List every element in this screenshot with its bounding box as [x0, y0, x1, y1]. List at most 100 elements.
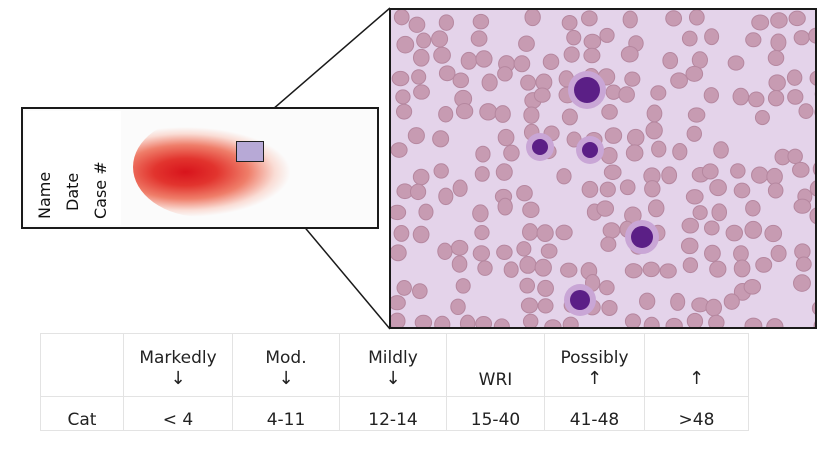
- red-blood-cell: [503, 261, 519, 278]
- red-blood-cell: [516, 184, 533, 202]
- red-blood-cell: [795, 256, 812, 272]
- red-blood-cell: [556, 168, 572, 185]
- header-cell: [40, 333, 124, 397]
- red-blood-cell: [411, 69, 427, 85]
- red-blood-cell: [686, 312, 704, 327]
- red-blood-cell: [451, 255, 468, 273]
- red-blood-cell: [681, 217, 699, 234]
- header-row: Markedly ↓ Mod. ↓ Mildly ↓ WRI Possibly ↑ ↑: [40, 333, 749, 397]
- red-blood-cell: [391, 142, 408, 158]
- red-blood-cell: [391, 295, 406, 311]
- red-blood-cell: [625, 144, 644, 162]
- red-blood-cell: [751, 14, 770, 31]
- red-blood-cell: [391, 204, 407, 221]
- red-blood-cell: [523, 106, 540, 124]
- header-cell: Mildly ↓: [339, 333, 447, 397]
- red-blood-cell: [566, 29, 582, 46]
- red-blood-cell: [672, 142, 688, 161]
- red-blood-cell: [396, 35, 415, 54]
- red-blood-cell: [811, 302, 815, 315]
- red-blood-cell: [643, 316, 660, 327]
- down-arrow-icon: ↓: [170, 368, 186, 389]
- up-arrow-icon: ↑: [688, 368, 705, 389]
- header-text: Mildly: [368, 348, 418, 368]
- red-blood-cell: [620, 45, 639, 63]
- red-blood-cell: [812, 163, 815, 175]
- red-blood-cell: [766, 167, 783, 186]
- red-blood-cell: [495, 163, 513, 181]
- red-blood-cell: [470, 30, 488, 47]
- red-blood-cell: [793, 30, 810, 46]
- red-blood-cell: [680, 237, 699, 255]
- red-blood-cell: [438, 187, 454, 206]
- red-blood-cell: [516, 241, 532, 257]
- red-blood-cell: [709, 179, 727, 197]
- red-blood-cell: [396, 280, 412, 296]
- red-blood-cell: [816, 141, 817, 157]
- red-blood-cell: [416, 32, 432, 49]
- header-cell: WRI: [446, 333, 545, 397]
- red-blood-cell: [472, 245, 491, 262]
- red-blood-cell: [438, 105, 454, 123]
- red-blood-cell: [522, 201, 540, 219]
- red-blood-cell: [691, 51, 708, 69]
- red-blood-cell: [555, 224, 573, 241]
- value-cell: < 4: [123, 396, 233, 431]
- header-text: Possibly: [560, 348, 629, 368]
- value-row: Cat < 4 4-11 12-14 15-40 41-48 >48: [40, 396, 749, 431]
- red-blood-cell: [391, 70, 410, 87]
- red-blood-cell: [393, 10, 410, 26]
- red-blood-cell: [581, 180, 599, 198]
- red-blood-cell: [808, 27, 815, 44]
- red-blood-cell: [475, 145, 491, 163]
- red-blood-cell: [438, 65, 456, 82]
- red-blood-cell: [624, 313, 642, 327]
- red-blood-cell: [602, 222, 621, 239]
- red-blood-cell: [604, 127, 623, 144]
- red-blood-cell: [770, 12, 788, 29]
- red-blood-cell: [518, 35, 535, 52]
- red-blood-cell: [704, 220, 720, 236]
- red-blood-cell: [770, 33, 787, 52]
- red-blood-cell: [798, 103, 814, 119]
- header-text: WRI: [478, 370, 513, 390]
- red-blood-cell: [431, 30, 449, 48]
- red-blood-cell: [503, 144, 520, 162]
- red-blood-cell: [437, 242, 453, 260]
- red-blood-cell: [560, 262, 578, 278]
- red-blood-cell: [391, 244, 407, 262]
- red-blood-cell: [644, 180, 661, 198]
- red-blood-cell: [745, 32, 762, 48]
- red-blood-cell: [601, 299, 618, 316]
- red-blood-cell: [475, 50, 493, 68]
- red-blood-cell: [647, 199, 665, 218]
- cell-nucleus: [574, 77, 600, 103]
- label-date: Date: [63, 172, 82, 211]
- red-blood-cell: [685, 65, 704, 82]
- red-blood-cell: [561, 108, 578, 126]
- wri-scale-table: Markedly ↓ Mod. ↓ Mildly ↓ WRI Possibly ↑ ↑ …: [40, 333, 749, 431]
- cell-nucleus: [582, 142, 598, 158]
- micrograph-cells: [391, 10, 817, 327]
- red-blood-cell: [626, 128, 645, 147]
- red-blood-cell: [460, 51, 478, 70]
- red-blood-cell: [418, 203, 434, 221]
- red-blood-cell: [708, 314, 725, 327]
- red-blood-cell: [452, 179, 468, 197]
- red-blood-cell: [493, 318, 510, 327]
- red-blood-cell: [642, 261, 660, 278]
- header-text: Markedly: [139, 348, 217, 368]
- red-blood-cell: [711, 203, 728, 222]
- red-blood-cell: [814, 109, 815, 116]
- red-blood-cell: [450, 298, 466, 316]
- red-blood-cell: [497, 128, 515, 147]
- header-cell: ↑: [644, 333, 749, 397]
- red-blood-cell: [414, 314, 433, 327]
- red-blood-cell: [754, 110, 770, 126]
- red-blood-cell: [624, 263, 643, 279]
- red-blood-cell: [520, 297, 539, 314]
- value-cell: 41-48: [544, 396, 645, 431]
- red-blood-cell: [793, 198, 812, 214]
- red-blood-cell: [809, 207, 815, 224]
- red-blood-cell: [497, 197, 513, 216]
